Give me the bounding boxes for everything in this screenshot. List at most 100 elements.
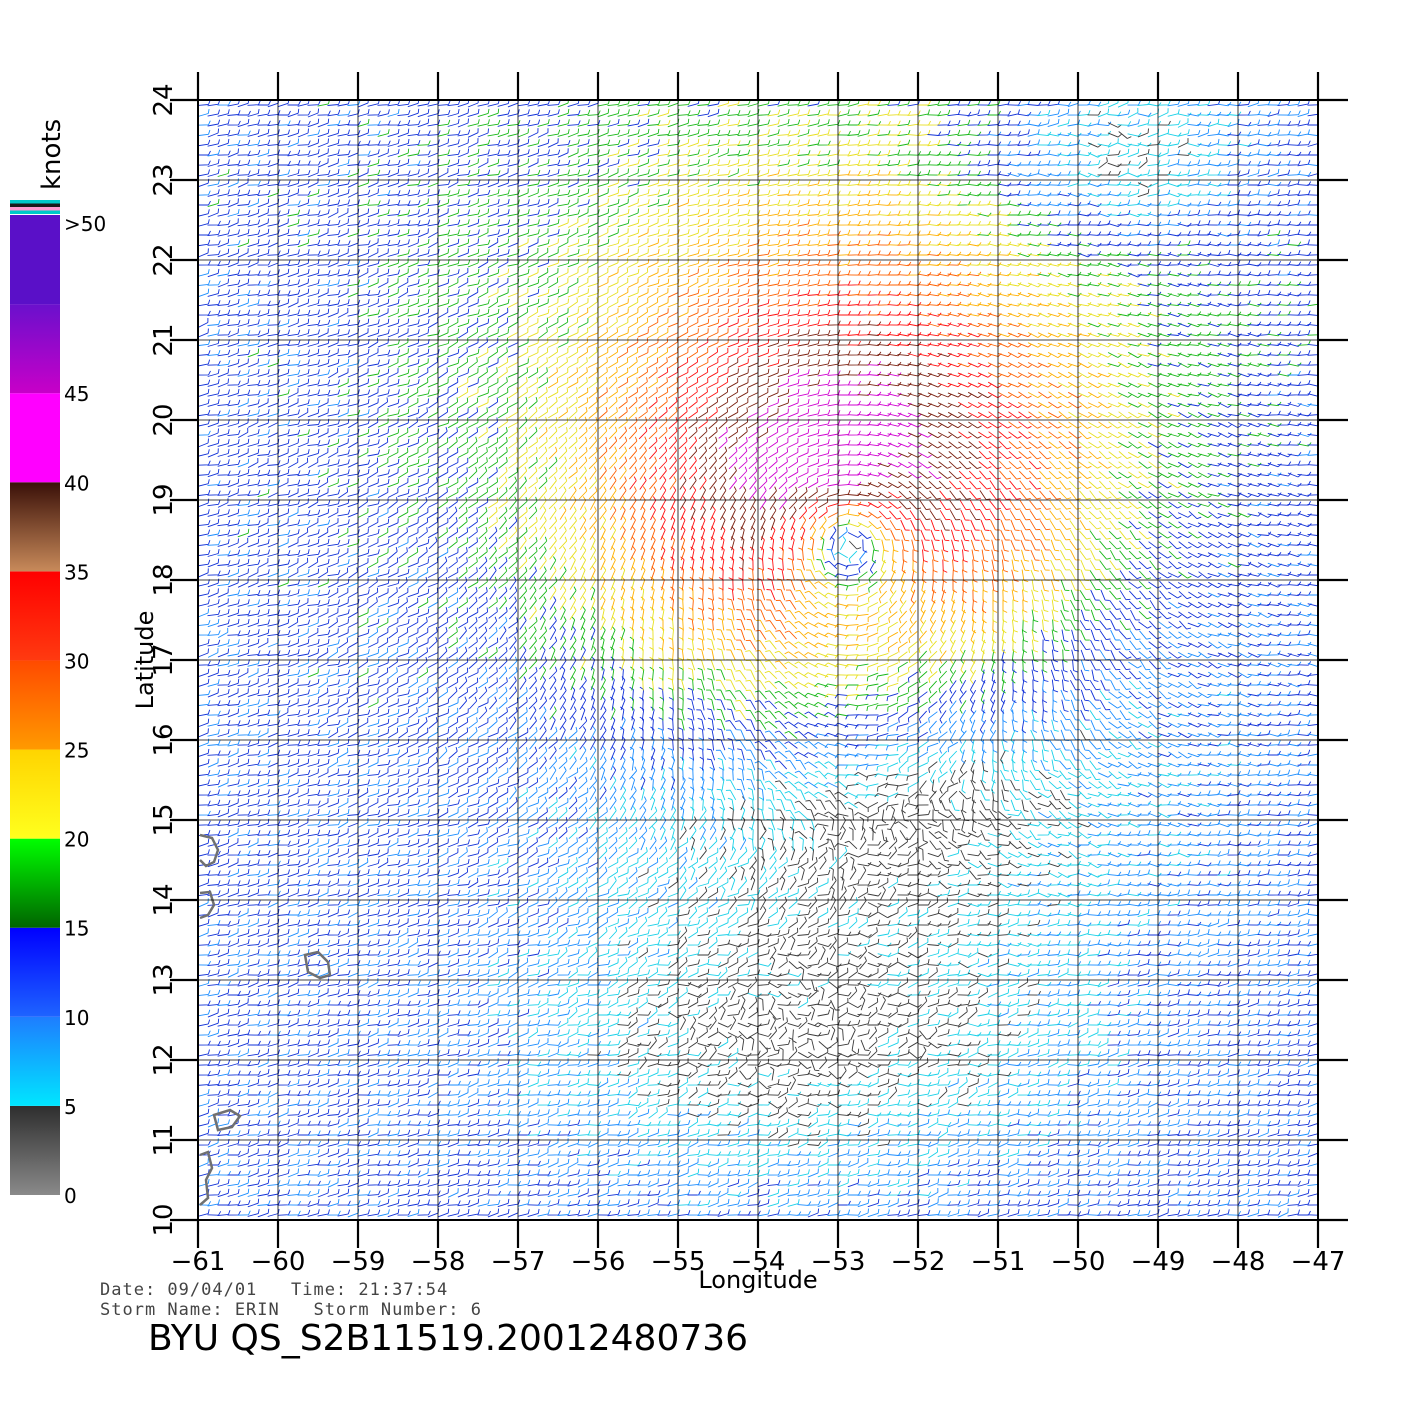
wind-vector — [960, 809, 970, 822]
wind-vector — [867, 907, 879, 919]
wind-vector — [1247, 990, 1261, 996]
wind-vector — [287, 779, 301, 787]
wind-vector — [517, 829, 530, 837]
wind-vector — [537, 787, 549, 799]
wind-vector — [237, 969, 250, 977]
wind-vector — [407, 918, 420, 928]
wind-vector — [1037, 902, 1052, 907]
wind-vector — [857, 932, 872, 938]
wind-vector — [1127, 1209, 1141, 1217]
wind-vector — [887, 862, 902, 867]
wind-vector — [857, 912, 872, 917]
wind-vector — [917, 1148, 930, 1158]
wind-vector — [237, 798, 250, 808]
wind-vector — [417, 1018, 430, 1028]
wind-vector — [1001, 789, 1009, 803]
wind-vector — [658, 906, 668, 920]
wind-vector — [1157, 1198, 1170, 1208]
wind-vector — [518, 797, 528, 809]
wind-vector — [847, 1150, 861, 1156]
wind-vector — [1067, 971, 1082, 976]
wind-vector — [739, 876, 748, 890]
wind-vector — [317, 1049, 330, 1057]
wind-vector — [1007, 1119, 1020, 1127]
wind-vector — [227, 1150, 241, 1156]
wind-vector — [787, 1190, 801, 1196]
wind-vector — [578, 776, 588, 790]
wind-vector — [207, 1090, 221, 1096]
wind-vector — [748, 996, 758, 1010]
wind-vector — [847, 1200, 861, 1206]
wind-vector — [967, 861, 982, 869]
wind-vector — [709, 866, 717, 880]
wind-vector — [648, 1107, 658, 1119]
wind-vector — [727, 1082, 742, 1087]
wind-vector — [1037, 1001, 1052, 1007]
wind-vector — [737, 1108, 749, 1118]
wind-vector — [558, 946, 568, 960]
wind-vector — [427, 858, 440, 868]
wind-vector — [1067, 1201, 1081, 1206]
wind-vector — [1037, 949, 1051, 957]
wind-vector — [437, 1018, 449, 1028]
wind-vector — [598, 917, 609, 929]
wind-vector — [698, 987, 709, 999]
wind-vector — [588, 867, 598, 879]
wind-vector — [952, 829, 957, 844]
wind-vector — [627, 1141, 642, 1146]
wind-vector — [1297, 899, 1311, 907]
wind-vector — [488, 837, 499, 849]
wind-vector — [767, 1188, 780, 1198]
wind-vector — [447, 978, 459, 988]
wind-vector — [198, 950, 211, 956]
wind-vector — [1167, 1148, 1180, 1158]
wind-vector — [857, 1181, 871, 1186]
wind-vector — [677, 1140, 691, 1146]
wind-vector — [987, 1180, 1001, 1186]
wind-vector — [917, 907, 929, 919]
wind-vector — [397, 839, 411, 847]
wind-vector — [307, 1209, 320, 1217]
wind-vector — [930, 799, 940, 812]
wind-vector — [927, 909, 940, 917]
wind-vector — [948, 790, 958, 804]
wind-vector — [970, 779, 980, 791]
wind-vector — [937, 978, 949, 988]
wind-vector — [738, 907, 749, 919]
wind-vector — [608, 827, 618, 839]
wind-vector — [648, 857, 659, 869]
wind-vector — [927, 822, 942, 827]
wind-vector — [457, 839, 470, 847]
wind-vector — [937, 999, 951, 1007]
wind-vector — [1247, 1110, 1261, 1116]
wind-vector — [1067, 1189, 1081, 1197]
wind-vector — [557, 867, 569, 879]
wind-vector — [447, 1200, 461, 1206]
wind-vector — [977, 1200, 991, 1206]
wind-vector — [447, 1158, 460, 1168]
wind-vector — [915, 804, 929, 810]
wind-vector — [1040, 779, 1050, 791]
wind-vector — [417, 939, 431, 947]
wind-vector — [627, 1101, 642, 1107]
wind-vector — [387, 769, 400, 777]
wind-vector — [1048, 810, 1062, 820]
wind-vector — [917, 862, 932, 868]
wind-vector — [1147, 1091, 1162, 1096]
wind-vector — [828, 981, 842, 989]
wind-vector — [277, 1020, 291, 1027]
wind-vector — [809, 866, 817, 880]
wind-vector — [387, 820, 401, 827]
wind-vector — [377, 1110, 391, 1116]
wind-vector — [257, 919, 270, 927]
wind-vector — [527, 858, 539, 868]
wind-vector — [967, 1062, 982, 1067]
wind-vector — [537, 1140, 551, 1146]
wind-vector — [697, 968, 710, 978]
wind-vector — [527, 1061, 542, 1066]
wind-vector — [716, 798, 726, 811]
wind-vector — [487, 1150, 501, 1156]
wind-vector — [427, 1190, 441, 1196]
wind-vector — [317, 1108, 330, 1118]
wind-vector — [537, 1148, 549, 1158]
